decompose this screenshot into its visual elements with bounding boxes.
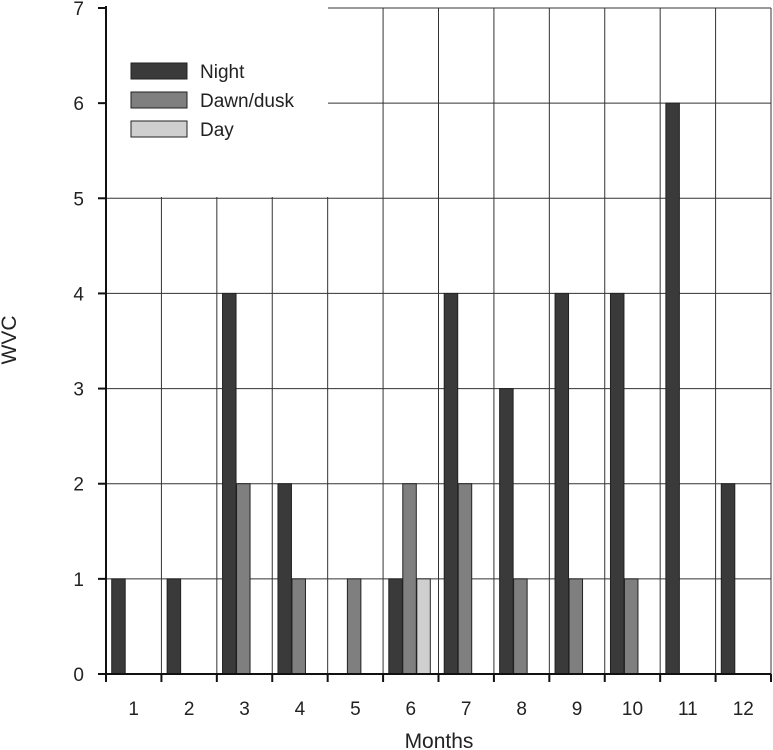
legend-label-day: Day xyxy=(200,120,234,141)
bar-dawn-dusk-3 xyxy=(236,483,251,675)
x-tick-label: 6 xyxy=(406,699,417,720)
grid xyxy=(105,7,772,674)
y-tick-label: 0 xyxy=(73,665,84,686)
legend-swatch-dawn-dusk xyxy=(130,91,188,109)
bar-day-6 xyxy=(416,578,431,675)
x-tick-label: 11 xyxy=(678,699,698,720)
bar-night-4 xyxy=(277,483,292,675)
bar-night-7 xyxy=(443,292,459,675)
y-tick-label: 6 xyxy=(73,94,84,115)
x-tick-label: 3 xyxy=(239,699,250,720)
bar-night-9 xyxy=(554,292,570,675)
x-tick-label: 12 xyxy=(733,699,754,720)
y-tick-label: 4 xyxy=(73,284,84,305)
y-tick-label: 2 xyxy=(73,475,84,496)
bar-night-3 xyxy=(222,292,237,675)
bar-dawn-dusk-10 xyxy=(623,578,639,675)
y-tick-label: 5 xyxy=(73,189,84,210)
bar-night-2 xyxy=(166,578,182,675)
x-tick-label: 5 xyxy=(350,699,361,720)
y-tick-label: 3 xyxy=(73,380,84,401)
bar-night-1 xyxy=(111,578,126,675)
bar-dawn-dusk-6 xyxy=(402,483,417,675)
bar-dawn-dusk-4 xyxy=(291,578,306,675)
x-axis-title: Months xyxy=(405,730,474,750)
bar-dawn-dusk-7 xyxy=(457,483,473,675)
x-tick-label: 10 xyxy=(622,699,643,720)
bar-dawn-dusk-9 xyxy=(568,578,584,675)
x-tick-label: 7 xyxy=(461,699,472,720)
x-tick-label: 8 xyxy=(516,699,527,720)
legend-swatch-day xyxy=(130,120,188,138)
bar-dawn-dusk-8 xyxy=(513,578,528,675)
bar-night-11 xyxy=(665,102,680,675)
x-tick-label: 1 xyxy=(128,699,139,720)
bar-night-10 xyxy=(609,292,625,675)
x-tick-label: 2 xyxy=(184,699,195,720)
bar-night-8 xyxy=(499,388,514,675)
y-axis-title: WVC xyxy=(0,316,21,365)
y-tick-label: 7 xyxy=(73,0,84,20)
legend-swatch-night xyxy=(130,62,188,80)
bar-night-12 xyxy=(720,483,736,675)
legend-label-night: Night xyxy=(200,62,245,83)
bar-dawn-dusk-5 xyxy=(346,578,362,675)
legend-label-dawn-dusk: Dawn/dusk xyxy=(200,91,294,112)
bar-night-6 xyxy=(388,578,403,675)
legend: Night Dawn/dusk Day xyxy=(130,62,294,141)
y-tick-label: 1 xyxy=(73,570,84,591)
x-tick-label: 4 xyxy=(295,699,306,720)
x-tick-label: 9 xyxy=(572,699,583,720)
axes xyxy=(98,6,772,682)
